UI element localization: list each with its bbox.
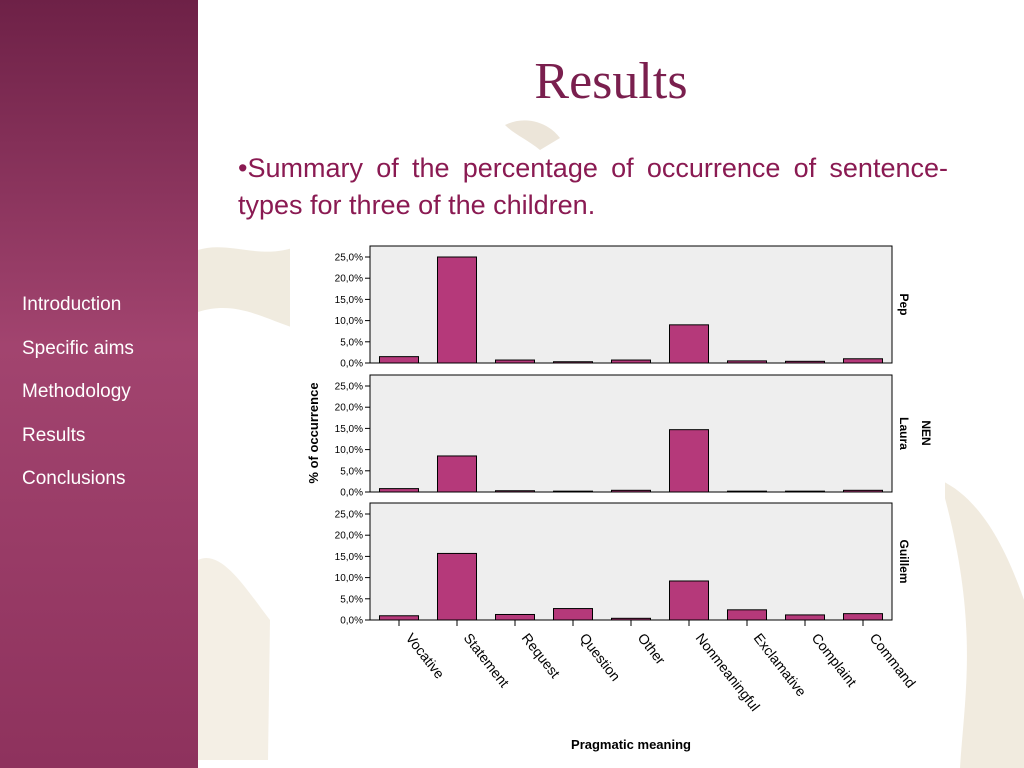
- y-tick-label: 5,0%: [340, 337, 363, 348]
- bar: [553, 608, 593, 621]
- bullet-text: •Summary of the percentage of occurrence…: [238, 153, 948, 220]
- bar: [553, 490, 593, 493]
- bar: [437, 256, 477, 364]
- nav-item-methodology[interactable]: Methodology: [22, 381, 131, 402]
- facet-header: NEN: [919, 420, 933, 445]
- bar: [611, 617, 651, 621]
- y-tick-label: 20,0%: [335, 531, 363, 542]
- bar: [727, 609, 767, 621]
- y-tick-label: 20,0%: [335, 274, 363, 285]
- y-tick-label: 10,0%: [335, 445, 363, 456]
- x-axis-title: Pragmatic meaning: [571, 737, 691, 752]
- bar: [843, 613, 883, 621]
- bar: [785, 490, 825, 493]
- bar: [437, 552, 477, 621]
- bar: [669, 580, 709, 621]
- y-tick-label: 5,0%: [340, 594, 363, 605]
- bar: [669, 324, 709, 364]
- bar: [611, 489, 651, 493]
- bar: [379, 488, 419, 493]
- bar: [727, 360, 767, 364]
- bar: [437, 455, 477, 493]
- y-tick-label: 0,0%: [340, 488, 363, 499]
- bar: [553, 361, 593, 364]
- y-tick-label: 20,0%: [335, 403, 363, 414]
- bar: [495, 359, 535, 364]
- page-title: Results: [534, 53, 688, 110]
- nav-item-results[interactable]: Results: [22, 425, 86, 446]
- y-tick-label: 15,0%: [335, 552, 363, 563]
- bar: [495, 613, 535, 621]
- y-tick-label: 25,0%: [335, 382, 363, 393]
- bar: [785, 360, 825, 364]
- bar: [379, 356, 419, 364]
- facet-label: Pep: [897, 293, 911, 315]
- nav-item-conclusions[interactable]: Conclusions: [22, 468, 126, 489]
- y-tick-label: 25,0%: [335, 253, 363, 264]
- bar: [611, 359, 651, 364]
- y-tick-label: 15,0%: [335, 424, 363, 435]
- y-axis-title: % of occurrence: [306, 382, 321, 483]
- bar: [843, 489, 883, 493]
- y-tick-label: 0,0%: [340, 616, 363, 627]
- sidebar: [0, 0, 198, 768]
- y-tick-label: 25,0%: [335, 510, 363, 521]
- facet-label: Guillem: [897, 539, 911, 583]
- nav-item-introduction[interactable]: Introduction: [22, 294, 122, 315]
- nav-item-specific-aims[interactable]: Specific aims: [22, 338, 134, 359]
- bar: [785, 614, 825, 621]
- y-tick-label: 0,0%: [340, 359, 363, 370]
- y-tick-label: 5,0%: [340, 466, 363, 477]
- bar: [495, 490, 535, 493]
- y-tick-label: 10,0%: [335, 316, 363, 327]
- bar: [669, 429, 709, 493]
- bar: [727, 490, 767, 493]
- facet-label: Laura: [897, 417, 911, 450]
- y-tick-label: 15,0%: [335, 295, 363, 306]
- bar: [843, 358, 883, 364]
- bar: [379, 615, 419, 621]
- y-tick-label: 10,0%: [335, 573, 363, 584]
